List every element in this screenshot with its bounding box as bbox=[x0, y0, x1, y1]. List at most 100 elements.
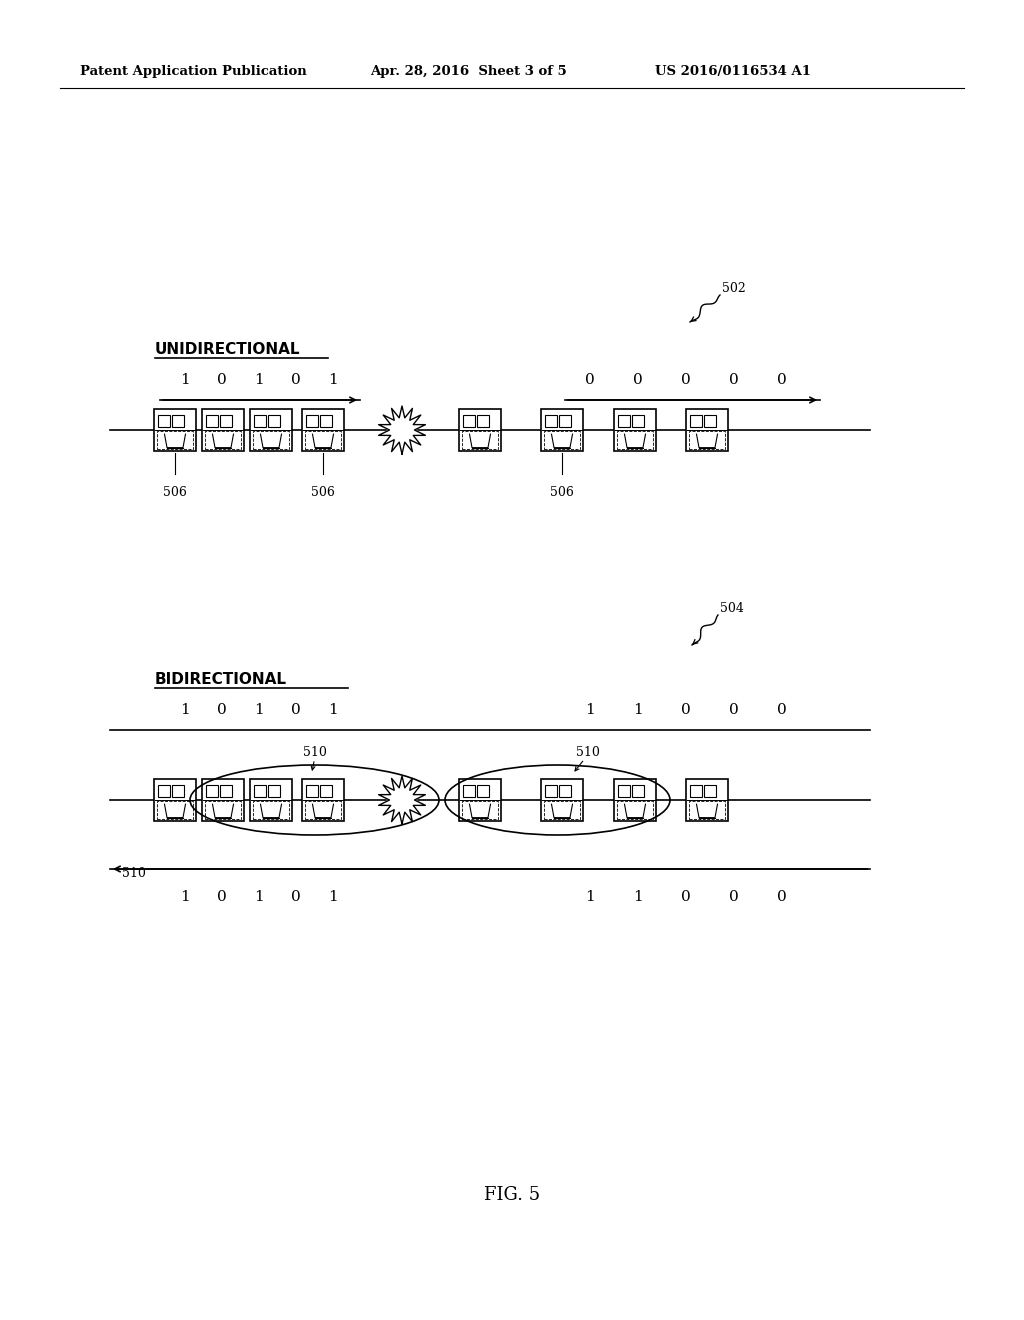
Text: 1: 1 bbox=[328, 890, 338, 904]
Text: 1: 1 bbox=[254, 704, 264, 717]
Bar bbox=[254, 414, 265, 426]
Text: 0: 0 bbox=[633, 374, 643, 387]
Bar bbox=[157, 430, 194, 449]
Text: 1: 1 bbox=[585, 704, 595, 717]
Bar bbox=[306, 785, 317, 797]
Bar bbox=[477, 785, 488, 797]
Bar bbox=[321, 785, 332, 797]
Bar bbox=[220, 414, 231, 426]
Text: Patent Application Publication: Patent Application Publication bbox=[80, 66, 307, 78]
Bar bbox=[302, 779, 344, 821]
Bar bbox=[253, 801, 290, 820]
Bar bbox=[544, 430, 581, 449]
Bar bbox=[541, 409, 583, 451]
Bar bbox=[154, 409, 196, 451]
Bar bbox=[686, 779, 728, 821]
Text: 510: 510 bbox=[575, 747, 599, 759]
Text: BIDIRECTIONAL: BIDIRECTIONAL bbox=[155, 672, 287, 688]
Text: 506: 506 bbox=[163, 486, 187, 499]
Bar bbox=[463, 414, 474, 426]
Polygon shape bbox=[379, 407, 425, 454]
Text: 0: 0 bbox=[681, 374, 691, 387]
Text: 0: 0 bbox=[777, 890, 786, 904]
Bar bbox=[541, 779, 583, 821]
Bar bbox=[459, 779, 501, 821]
Bar bbox=[254, 785, 265, 797]
Bar bbox=[321, 414, 332, 426]
Bar bbox=[205, 801, 242, 820]
Bar bbox=[253, 430, 290, 449]
Bar bbox=[462, 430, 499, 449]
Text: 0: 0 bbox=[291, 890, 301, 904]
Bar bbox=[154, 779, 196, 821]
Text: 0: 0 bbox=[585, 374, 595, 387]
Text: US 2016/0116534 A1: US 2016/0116534 A1 bbox=[655, 66, 811, 78]
Bar bbox=[250, 779, 292, 821]
Text: 1: 1 bbox=[254, 374, 264, 387]
Text: 0: 0 bbox=[777, 704, 786, 717]
Bar bbox=[220, 785, 231, 797]
Text: 0: 0 bbox=[291, 374, 301, 387]
Bar bbox=[616, 801, 653, 820]
Bar bbox=[459, 409, 501, 451]
Bar bbox=[632, 785, 644, 797]
Bar bbox=[559, 414, 570, 426]
Bar bbox=[545, 785, 556, 797]
Text: 0: 0 bbox=[729, 890, 739, 904]
Text: 1: 1 bbox=[328, 374, 338, 387]
Text: 506: 506 bbox=[550, 486, 573, 499]
Bar bbox=[172, 785, 184, 797]
Text: 0: 0 bbox=[777, 374, 786, 387]
Bar bbox=[157, 801, 194, 820]
Bar bbox=[477, 414, 488, 426]
Text: 0: 0 bbox=[217, 704, 227, 717]
Bar bbox=[545, 414, 556, 426]
Bar bbox=[202, 779, 244, 821]
Text: FIG. 5: FIG. 5 bbox=[484, 1185, 540, 1204]
Bar bbox=[688, 801, 725, 820]
Bar bbox=[686, 409, 728, 451]
Text: 504: 504 bbox=[720, 602, 743, 615]
Bar bbox=[632, 414, 644, 426]
Text: 1: 1 bbox=[633, 890, 643, 904]
Bar bbox=[304, 430, 341, 449]
Text: 0: 0 bbox=[217, 890, 227, 904]
Bar bbox=[688, 430, 725, 449]
Bar bbox=[268, 785, 280, 797]
Text: 1: 1 bbox=[328, 704, 338, 717]
Text: 0: 0 bbox=[291, 704, 301, 717]
Text: 0: 0 bbox=[729, 374, 739, 387]
Text: 1: 1 bbox=[180, 704, 189, 717]
Bar bbox=[544, 801, 581, 820]
Bar bbox=[172, 414, 184, 426]
Bar bbox=[206, 785, 217, 797]
Text: 502: 502 bbox=[722, 281, 745, 294]
Text: 510: 510 bbox=[302, 747, 327, 759]
Polygon shape bbox=[379, 776, 425, 824]
Bar bbox=[306, 414, 317, 426]
Bar bbox=[614, 409, 656, 451]
Bar bbox=[705, 785, 716, 797]
Text: 1: 1 bbox=[254, 890, 264, 904]
Bar bbox=[268, 414, 280, 426]
Text: 0: 0 bbox=[729, 704, 739, 717]
Bar bbox=[690, 414, 701, 426]
Text: 506: 506 bbox=[311, 486, 335, 499]
Text: UNIDIRECTIONAL: UNIDIRECTIONAL bbox=[155, 342, 300, 358]
Text: 1: 1 bbox=[180, 374, 189, 387]
Text: 0: 0 bbox=[681, 890, 691, 904]
Bar bbox=[250, 409, 292, 451]
Bar bbox=[617, 414, 630, 426]
Bar bbox=[690, 785, 701, 797]
Text: 0: 0 bbox=[681, 704, 691, 717]
Bar bbox=[617, 785, 630, 797]
Text: 1: 1 bbox=[633, 704, 643, 717]
Bar bbox=[559, 785, 570, 797]
Bar bbox=[302, 409, 344, 451]
Bar bbox=[614, 779, 656, 821]
Text: 1: 1 bbox=[585, 890, 595, 904]
Bar bbox=[205, 430, 242, 449]
Bar bbox=[462, 801, 499, 820]
Bar bbox=[158, 414, 170, 426]
Bar bbox=[463, 785, 474, 797]
